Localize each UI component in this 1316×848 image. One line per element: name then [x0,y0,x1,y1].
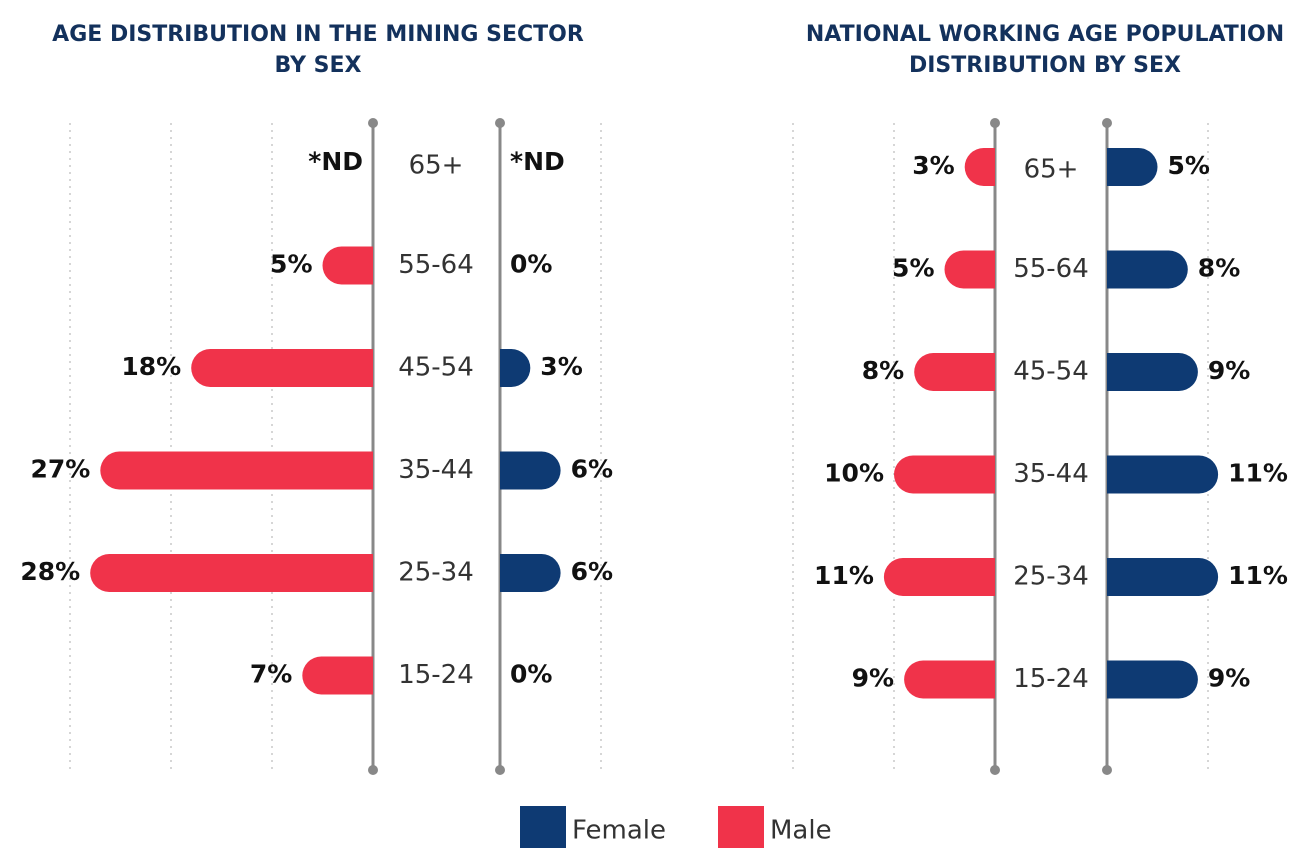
value-label: 5% [270,250,312,279]
chart-title: BY SEX [275,53,362,78]
bar [1107,455,1219,494]
axis-end [368,118,378,128]
bar [1107,558,1219,596]
value-label: 27% [30,455,90,484]
axis-end [990,118,1000,128]
bar [1107,250,1188,289]
category-label: 45-54 [1013,357,1089,387]
chart-title: NATIONAL WORKING AGE POPULATION [806,22,1284,47]
category-label: 45-54 [398,353,474,383]
axis-end [495,765,505,775]
bar [1107,148,1158,186]
bar [191,349,373,387]
axis-end [1102,765,1112,775]
value-label: 11% [1228,459,1288,488]
bar [904,660,995,699]
value-label: 11% [1228,561,1288,590]
category-label: 55-64 [1013,254,1089,284]
bar [944,250,995,289]
category-label: 35-44 [398,455,474,485]
value-label: *ND [510,147,565,176]
value-label: 5% [1168,151,1210,180]
legend-label: Female [572,816,666,846]
bar [322,246,373,285]
category-label: 15-24 [1013,664,1089,694]
legend-swatch [718,806,764,848]
category-label: 25-34 [398,558,474,588]
bar [883,558,995,596]
category-label: 35-44 [1013,459,1089,489]
chart-title: DISTRIBUTION BY SEX [909,53,1181,78]
value-label: 5% [892,254,934,283]
bar [90,554,373,592]
axis-end [368,765,378,775]
bar [500,451,561,490]
value-label: 6% [571,557,613,586]
bar [894,455,995,494]
value-label: 9% [1208,664,1250,693]
category-label: 65+ [409,151,464,181]
bar [1107,353,1198,391]
value-label: 9% [1208,356,1250,385]
value-label: 9% [852,664,894,693]
category-label: 65+ [1024,155,1079,185]
value-label: 8% [862,356,904,385]
legend-swatch [520,806,566,848]
category-label: 55-64 [398,250,474,280]
axis-end [495,118,505,128]
value-label: 6% [571,455,613,484]
value-label: 10% [824,459,884,488]
value-label: 7% [250,660,292,689]
axis-end [990,765,1000,775]
bar [964,148,995,186]
value-label: 0% [510,660,552,689]
value-label: 28% [20,557,80,586]
bar [302,656,373,695]
bar [914,353,995,391]
category-label: 25-34 [1013,562,1089,592]
bar [100,451,374,490]
value-label: *ND [308,147,363,176]
bar [500,349,531,387]
value-label: 11% [814,561,874,590]
value-label: 8% [1198,254,1240,283]
bar [1107,660,1198,699]
chart-title: AGE DISTRIBUTION IN THE MINING SECTOR [52,22,584,47]
axis-end [1102,118,1112,128]
bar [500,554,561,592]
value-label: 0% [510,250,552,279]
category-label: 15-24 [398,660,474,690]
value-label: 3% [540,352,582,381]
value-label: 18% [121,352,181,381]
legend-label: Male [770,816,832,846]
value-label: 3% [912,151,954,180]
